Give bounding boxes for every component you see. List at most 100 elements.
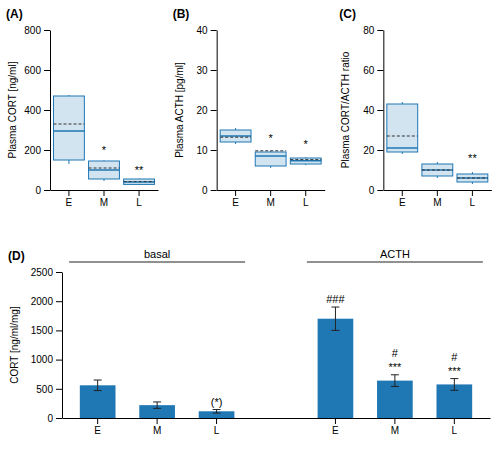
y-tick-label: 20 (363, 145, 375, 156)
y-tick: 40 (197, 25, 217, 36)
y-tick: 30 (197, 65, 217, 76)
box (387, 102, 418, 154)
x-tick: E (232, 190, 239, 208)
y-tick-mark (44, 70, 50, 71)
y-tick: 500 (36, 384, 62, 395)
y-tick-mark (44, 150, 50, 151)
x-tick: E (94, 418, 101, 436)
mean (220, 137, 251, 138)
mean (290, 159, 321, 160)
x-tick: M (153, 418, 161, 436)
panel: EML010203040(B)Plasma ACTH [pg/ml]** (173, 7, 326, 208)
x-tick: L (214, 418, 220, 436)
y-axis-title: Plasma ACTH [pg/ml] (174, 62, 185, 158)
x-tick: M (433, 190, 441, 208)
y-axis-title: Plasma CORT/ACTH ratio (340, 51, 351, 168)
plot-area (387, 102, 488, 184)
x-tick-mark (157, 418, 158, 424)
x-axis-line (217, 190, 325, 191)
group-label: basal (144, 248, 170, 260)
box-body (220, 130, 251, 142)
y-tick-mark (44, 190, 50, 191)
x-tick-label: L (136, 197, 142, 208)
y-tick-label: 10 (197, 145, 209, 156)
box-body (422, 164, 453, 176)
error-bar (213, 410, 221, 414)
median (422, 169, 453, 171)
y-tick-mark (211, 70, 217, 71)
x-tick: L (452, 418, 458, 436)
median (124, 181, 155, 183)
panel-title: (D) (8, 249, 25, 263)
y-tick-label: 800 (24, 25, 41, 36)
y-tick-label: 60 (363, 65, 375, 76)
y-tick-mark (56, 360, 62, 361)
box-body (457, 174, 488, 182)
y-tick: 2500 (31, 267, 62, 278)
x-tick-label: L (452, 425, 458, 436)
median (89, 169, 120, 171)
x-tick-label: M (153, 425, 161, 436)
x-tick-mark (270, 190, 271, 196)
error-bar (331, 307, 339, 330)
mean (124, 181, 155, 182)
y-tick: 0 (202, 185, 217, 196)
box (255, 151, 286, 168)
y-tick-label: 0 (47, 413, 53, 424)
x-tick-label: E (399, 197, 406, 208)
plot-area (54, 95, 155, 185)
x-axis: EML (384, 190, 492, 208)
median (387, 147, 418, 149)
y-tick: 800 (24, 25, 50, 36)
box-body (290, 158, 321, 164)
y-tick-mark (377, 150, 383, 151)
y-tick-mark (211, 190, 217, 191)
box (457, 172, 488, 184)
box-body (89, 161, 120, 179)
y-tick: 40 (363, 105, 383, 116)
annotation: *** (388, 361, 402, 373)
y-axis-line (217, 31, 218, 191)
mean (255, 150, 286, 151)
x-tick-label: L (303, 197, 309, 208)
y-tick-mark (211, 150, 217, 151)
y-tick-label: 2500 (31, 267, 54, 278)
x-tick-label: L (214, 425, 220, 436)
x-tick-label: M (100, 197, 108, 208)
x-tick-label: E (66, 197, 73, 208)
error-bar (153, 402, 161, 408)
error-bar (391, 375, 399, 387)
y-tick-label: 80 (363, 25, 375, 36)
x-tick-mark (402, 190, 403, 196)
annotation: ** (135, 164, 144, 176)
x-tick: E (66, 190, 73, 208)
median (457, 177, 488, 179)
y-axis-line (383, 31, 384, 191)
y-tick-mark (56, 272, 62, 273)
panel: EML0200400600800(A)Plasma CORT [ng/ml]**… (6, 7, 159, 208)
x-tick-mark (454, 418, 455, 424)
y-tick-label: 1500 (31, 325, 54, 336)
mean (54, 124, 85, 125)
y-tick: 1000 (31, 354, 62, 365)
y-tick: 80 (363, 25, 383, 36)
y-tick: 0 (369, 185, 384, 196)
x-tick-mark (305, 190, 306, 196)
y-tick-mark (56, 389, 62, 390)
median (255, 155, 286, 157)
x-tick-label: E (332, 425, 339, 436)
x-tick: E (399, 190, 406, 208)
x-tick: L (136, 190, 142, 208)
y-tick: 10 (197, 145, 217, 156)
annotation: * (102, 144, 107, 156)
panel: basalACTHEMLEML05001000150020002500(D)CO… (8, 248, 491, 436)
mean (422, 170, 453, 171)
y-tick-label: 200 (24, 145, 41, 156)
x-tick: L (303, 190, 309, 208)
y-tick-mark (56, 330, 62, 331)
box-body (255, 152, 286, 166)
y-tick-mark (44, 30, 50, 31)
box (290, 157, 321, 165)
error-bar (450, 379, 458, 391)
y-tick-mark (44, 110, 50, 111)
